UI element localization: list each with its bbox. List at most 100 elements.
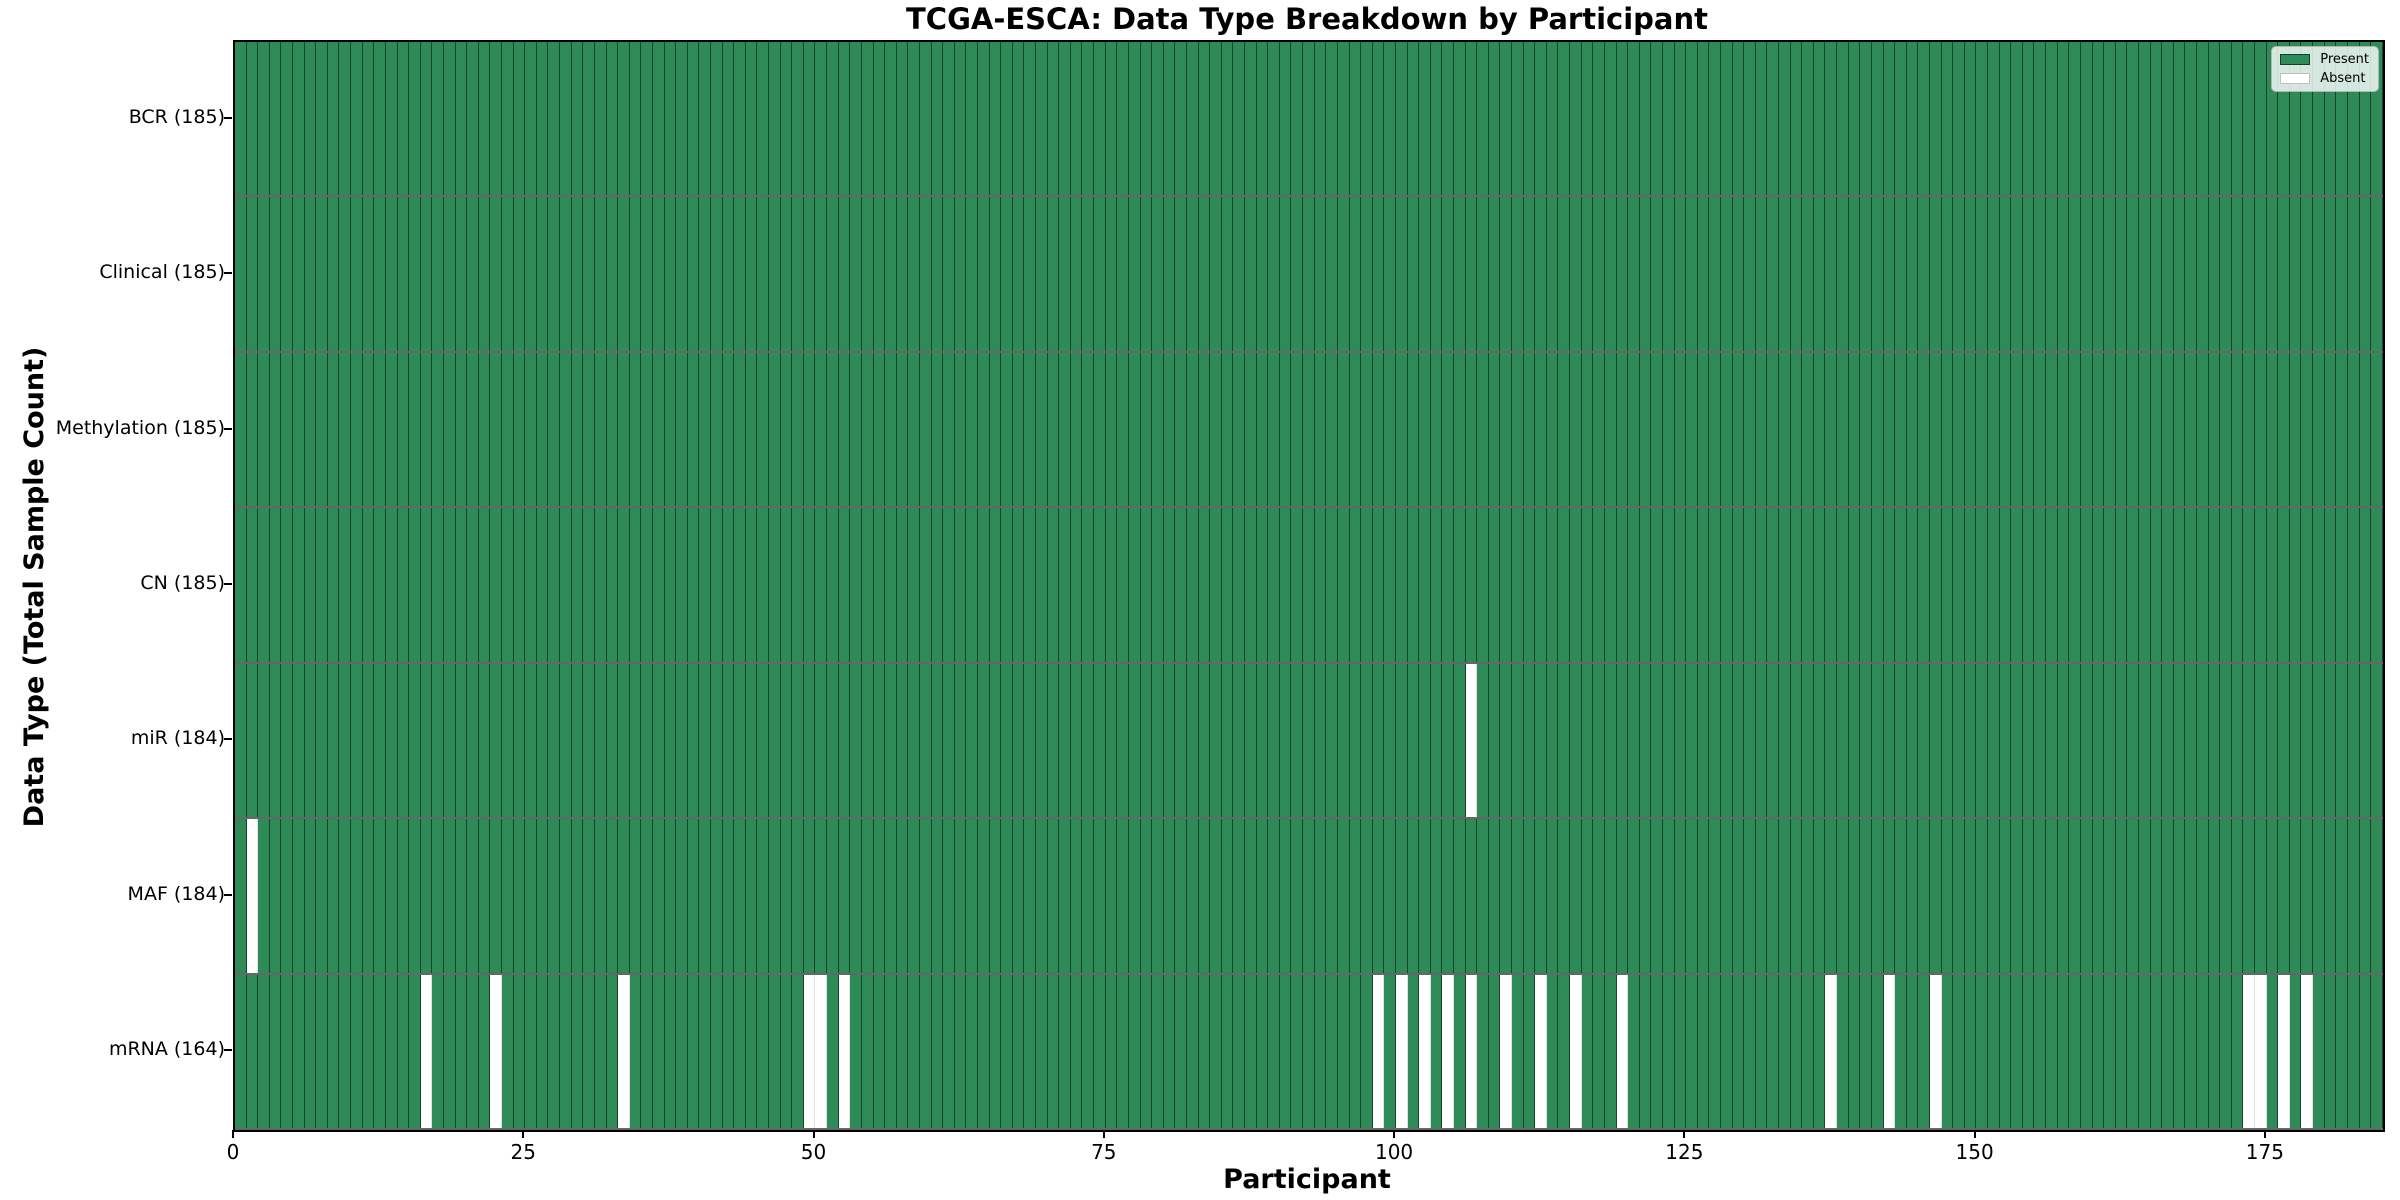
cell-present (2185, 508, 2197, 662)
cell-present (1430, 974, 1443, 1128)
cell-present (1117, 197, 1129, 351)
cell-present (1721, 197, 1733, 351)
cell-present (2289, 663, 2302, 818)
cell-present (374, 352, 386, 507)
cell-present (293, 352, 305, 507)
cell-present (1999, 42, 2012, 196)
cell-present (1012, 663, 1025, 818)
cell-present (1918, 508, 1930, 662)
cell-present (687, 974, 700, 1128)
cell-present (304, 352, 317, 507)
cell-present (896, 197, 909, 351)
cell-present (571, 352, 584, 507)
cell-present (1732, 508, 1745, 662)
cell-present (1430, 42, 1443, 196)
cell-present (1744, 197, 1756, 351)
cell-present (2324, 663, 2337, 818)
cell-present (1639, 42, 1652, 196)
cell-present (989, 974, 1002, 1128)
cell-present (1999, 974, 2012, 1128)
cell-present (2104, 819, 2116, 973)
cell-present (1639, 508, 1652, 662)
cell-present (989, 352, 1002, 507)
cell-present (1326, 819, 1338, 973)
cell-present (1512, 974, 1524, 1128)
cell-present (1001, 42, 1013, 196)
cell-present (455, 352, 468, 507)
cell-absent (1372, 974, 1385, 1128)
cell-present (502, 508, 514, 662)
cell-present (1790, 42, 1803, 196)
x-tick-mark (2263, 1130, 2266, 1138)
cell-present (2011, 197, 2023, 351)
x-tick-mark (232, 1130, 234, 1138)
cell-present (1361, 974, 1373, 1128)
cell-present (2185, 974, 2197, 1128)
cell-present (1105, 42, 1118, 196)
cell-present (699, 197, 711, 351)
cell-present (1152, 197, 1164, 351)
cell-present (919, 352, 932, 507)
cell-present (1802, 42, 1814, 196)
cell-present (2301, 42, 2314, 196)
cell-present (1662, 42, 1675, 196)
cell-present (1871, 663, 1884, 818)
cell-present (815, 197, 828, 351)
cell-present (978, 974, 990, 1128)
cell-present (943, 352, 955, 507)
cell-present (583, 974, 595, 1128)
cell-present (1732, 352, 1745, 507)
cell-present (1523, 663, 1536, 818)
cell-present (1929, 42, 1942, 196)
x-tick-mark (1683, 1130, 1686, 1138)
cell-present (1326, 197, 1338, 351)
cell-present (931, 508, 944, 662)
cell-present (2347, 352, 2360, 507)
cell-present (316, 42, 328, 196)
cell-present (1802, 508, 1814, 662)
data-type-row (235, 197, 2383, 353)
cell-present (1744, 663, 1756, 818)
cell-present (443, 352, 456, 507)
cell-present (1001, 508, 1013, 662)
cell-present (1779, 974, 1791, 1128)
cell-present (1941, 508, 1954, 662)
cell-present (1500, 508, 1513, 662)
cell-present (1036, 42, 1048, 196)
cell-present (2080, 352, 2093, 507)
cell-present (1105, 974, 1118, 1128)
cell-present (1372, 508, 1385, 662)
cell-present (1837, 508, 1849, 662)
cell-present (339, 352, 352, 507)
cell-present (1465, 819, 1478, 973)
cell-present (873, 508, 886, 662)
cell-present (1546, 352, 1559, 507)
cell-present (792, 974, 804, 1128)
cell-present (710, 508, 723, 662)
cell-present (1059, 508, 1071, 662)
cell-present (1837, 352, 1849, 507)
cell-present (2162, 352, 2174, 507)
cell-present (943, 508, 955, 662)
cell-present (1964, 197, 1977, 351)
cell-present (1186, 663, 1199, 818)
x-tick-mark (1102, 1130, 1105, 1138)
cell-absent (618, 974, 630, 1128)
cell-present (978, 508, 990, 662)
cell-present (2173, 197, 2186, 351)
cell-present (1639, 974, 1652, 1128)
cell-present (397, 663, 410, 818)
cell-present (757, 352, 770, 507)
cell-present (1233, 197, 1246, 351)
cell-present (2092, 508, 2105, 662)
cell-present (1036, 974, 1048, 1128)
cell-present (2022, 663, 2035, 818)
cell-present (1976, 819, 1989, 973)
cell-present (525, 974, 537, 1128)
cell-present (1674, 819, 1687, 973)
cell-present (919, 197, 932, 351)
cell-present (420, 819, 433, 973)
cell-present (827, 819, 839, 973)
cell-present (803, 663, 816, 818)
cell-present (1117, 42, 1129, 196)
